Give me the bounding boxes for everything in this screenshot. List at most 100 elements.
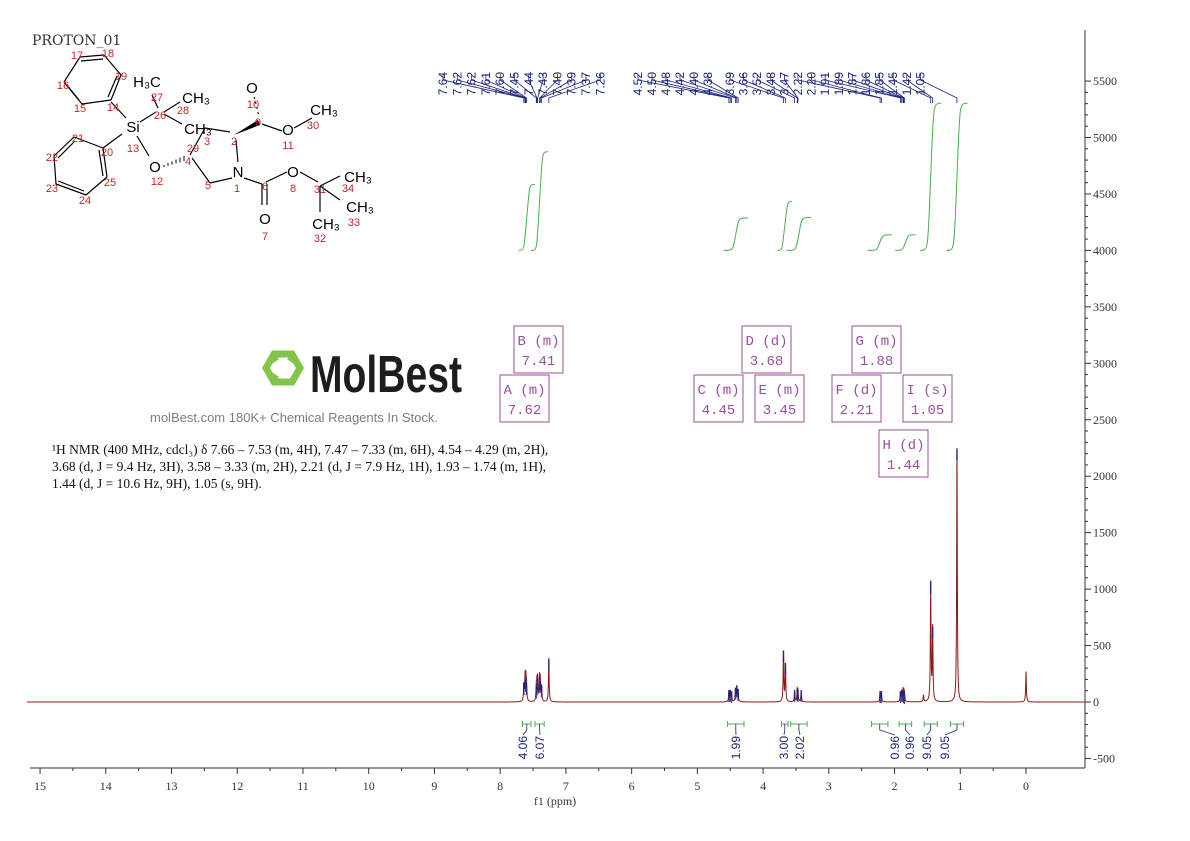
- watermark-logo-text: MolBest: [310, 346, 462, 404]
- bond: [319, 185, 341, 201]
- peak-label-connector: [539, 74, 573, 103]
- atom-number: 5: [205, 180, 211, 192]
- x-tick-label: 1: [957, 779, 963, 793]
- multiplet-label: F (d): [835, 383, 877, 399]
- peak-label-connector: [879, 74, 905, 103]
- bond: [261, 123, 283, 132]
- multiplet-boxes: A (m) 7.62 B (m) 7.41 C (m) 4.45 D (d) 3.68 E (m…: [499, 325, 953, 478]
- y-tick-label: 4500: [1093, 187, 1117, 201]
- integral-value: 4.06: [516, 736, 530, 760]
- peak-label: 7.39: [565, 72, 579, 96]
- integral-curve: [920, 102, 942, 251]
- multiplet-box-c: C (m) 4.45: [693, 374, 744, 423]
- peak-label-connector: [824, 74, 901, 103]
- bond: [319, 175, 341, 187]
- peak-label: 7.26: [593, 72, 607, 96]
- multiplet-label: I (s): [906, 383, 948, 399]
- y-tick-label: 5000: [1093, 131, 1117, 145]
- peak-label: 7.45: [508, 72, 522, 96]
- peak-label-connector: [541, 74, 587, 103]
- atom-number: 27: [151, 92, 163, 104]
- peak-label: 2.22: [791, 72, 805, 96]
- x-tick-label: 2: [892, 779, 898, 793]
- y-tick-label: 3000: [1093, 356, 1117, 370]
- x-tick-label: 15: [34, 779, 46, 793]
- bond: [139, 111, 157, 123]
- atom-number: 11: [282, 140, 293, 152]
- x-tick-label: 4: [760, 779, 766, 793]
- description-line: 3.68 (d, J = 9.4 Hz, 3H), 3.58 – 3.33 (m…: [52, 459, 546, 474]
- integral-connector: [926, 724, 932, 736]
- integral-connector: [522, 724, 528, 736]
- dashed-bond: [255, 106, 258, 110]
- spectrum: [26, 448, 1086, 705]
- bond: [98, 149, 104, 177]
- peak-label: 3.47: [777, 72, 791, 96]
- integral-value: 0.96: [888, 736, 902, 760]
- peak-label-connector: [499, 74, 527, 103]
- atom-number: 34: [342, 183, 354, 195]
- atom-number: 1: [234, 183, 240, 195]
- x-tick-label: 9: [431, 779, 437, 793]
- atom-number: 18: [102, 48, 114, 60]
- y-tick-label: 1000: [1093, 582, 1117, 596]
- multiplet-box-a: A (m) 7.62: [499, 374, 550, 423]
- multiplet-frame: [831, 374, 882, 423]
- integral-curve: [946, 102, 968, 251]
- peak-label: 7.43: [536, 72, 550, 96]
- bond: [136, 135, 150, 157]
- integral-curve: [786, 217, 812, 251]
- peak-label-connector: [756, 74, 796, 103]
- atom-number: 21: [72, 133, 84, 145]
- atom-number: 19: [115, 71, 127, 83]
- peak-label: 4.48: [659, 72, 673, 96]
- peak-label-connector: [537, 74, 544, 103]
- atom-label: O: [246, 80, 258, 97]
- multiplet-label: A (m): [503, 383, 545, 399]
- atom-number: 28: [177, 105, 189, 117]
- dashed-bond: [257, 111, 260, 115]
- x-tick-label: 7: [563, 779, 569, 793]
- peak-label: 7.61: [479, 72, 493, 96]
- y-tick-label: 3500: [1093, 300, 1117, 314]
- peak-label: 1.05: [913, 72, 927, 96]
- y-tick-label: -500: [1093, 751, 1115, 765]
- bond: [163, 101, 181, 113]
- integral-value: 3.00: [777, 736, 791, 760]
- atom-number: 26: [154, 110, 166, 122]
- peak-label: 2.20: [805, 72, 819, 96]
- atom-label: O: [259, 211, 271, 228]
- x-tick-label: 10: [363, 779, 375, 793]
- atom-label: CH₃: [182, 90, 210, 107]
- atom-number: 12: [151, 176, 163, 188]
- y-tick-label: 500: [1093, 639, 1111, 653]
- bond: [103, 54, 122, 76]
- peak-label-connector: [797, 74, 881, 103]
- peak-label: 3.52: [750, 72, 764, 96]
- integral-connector: [783, 724, 786, 736]
- peak-label: 7.60: [493, 72, 507, 96]
- peak-label-connector: [729, 74, 784, 103]
- multiplet-frame: [693, 374, 744, 423]
- integral-value: 9.05: [920, 736, 934, 760]
- peak-label-connector: [852, 74, 904, 103]
- x-tick-label: 12: [231, 779, 243, 793]
- peak-label-connector: [485, 74, 527, 103]
- peak-label-connector: [637, 74, 730, 103]
- y-tick-label: 0: [1093, 695, 1099, 709]
- peak-label-connector: [743, 74, 786, 103]
- y-tick-label: 4000: [1093, 243, 1117, 257]
- watermark-tagline: molBest.com 180K+ Chemical Reagents In S…: [150, 410, 438, 425]
- bond: [81, 99, 112, 105]
- dashed-bond: [254, 101, 257, 105]
- peak-label: 1.89: [832, 72, 846, 96]
- integral-value: 6.07: [533, 736, 547, 760]
- description-line: 1.44 (d, J = 10.6 Hz, 9H), 1.05 (s, 9H).: [52, 476, 262, 491]
- description-line: ¹H NMR (400 MHz, cdcl₃) δ 7.66 – 7.53 (m…: [52, 442, 548, 457]
- peak-label: 1.91: [818, 72, 832, 96]
- integral-curve: [518, 183, 536, 251]
- peak-label: 7.40: [550, 72, 564, 96]
- peak-label: 4.40: [687, 72, 701, 96]
- peak-label-connector: [539, 74, 558, 103]
- atom-number: 6: [262, 181, 268, 193]
